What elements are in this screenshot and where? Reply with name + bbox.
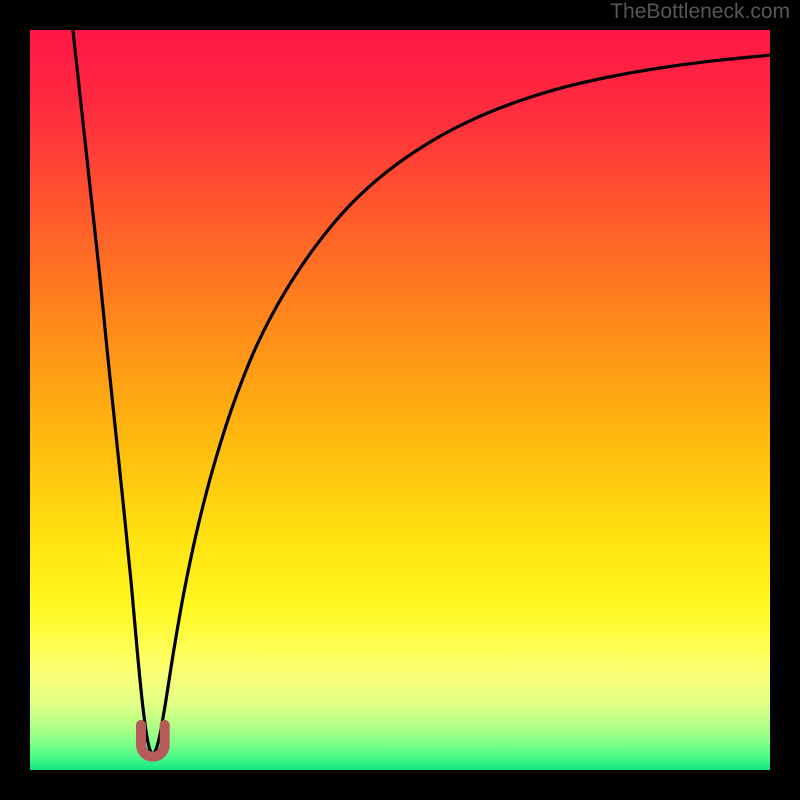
watermark-text: TheBottleneck.com [610, 0, 790, 24]
chart-svg [30, 30, 770, 770]
chart-stage: TheBottleneck.com [0, 0, 800, 800]
chart-plot-area [30, 30, 770, 770]
